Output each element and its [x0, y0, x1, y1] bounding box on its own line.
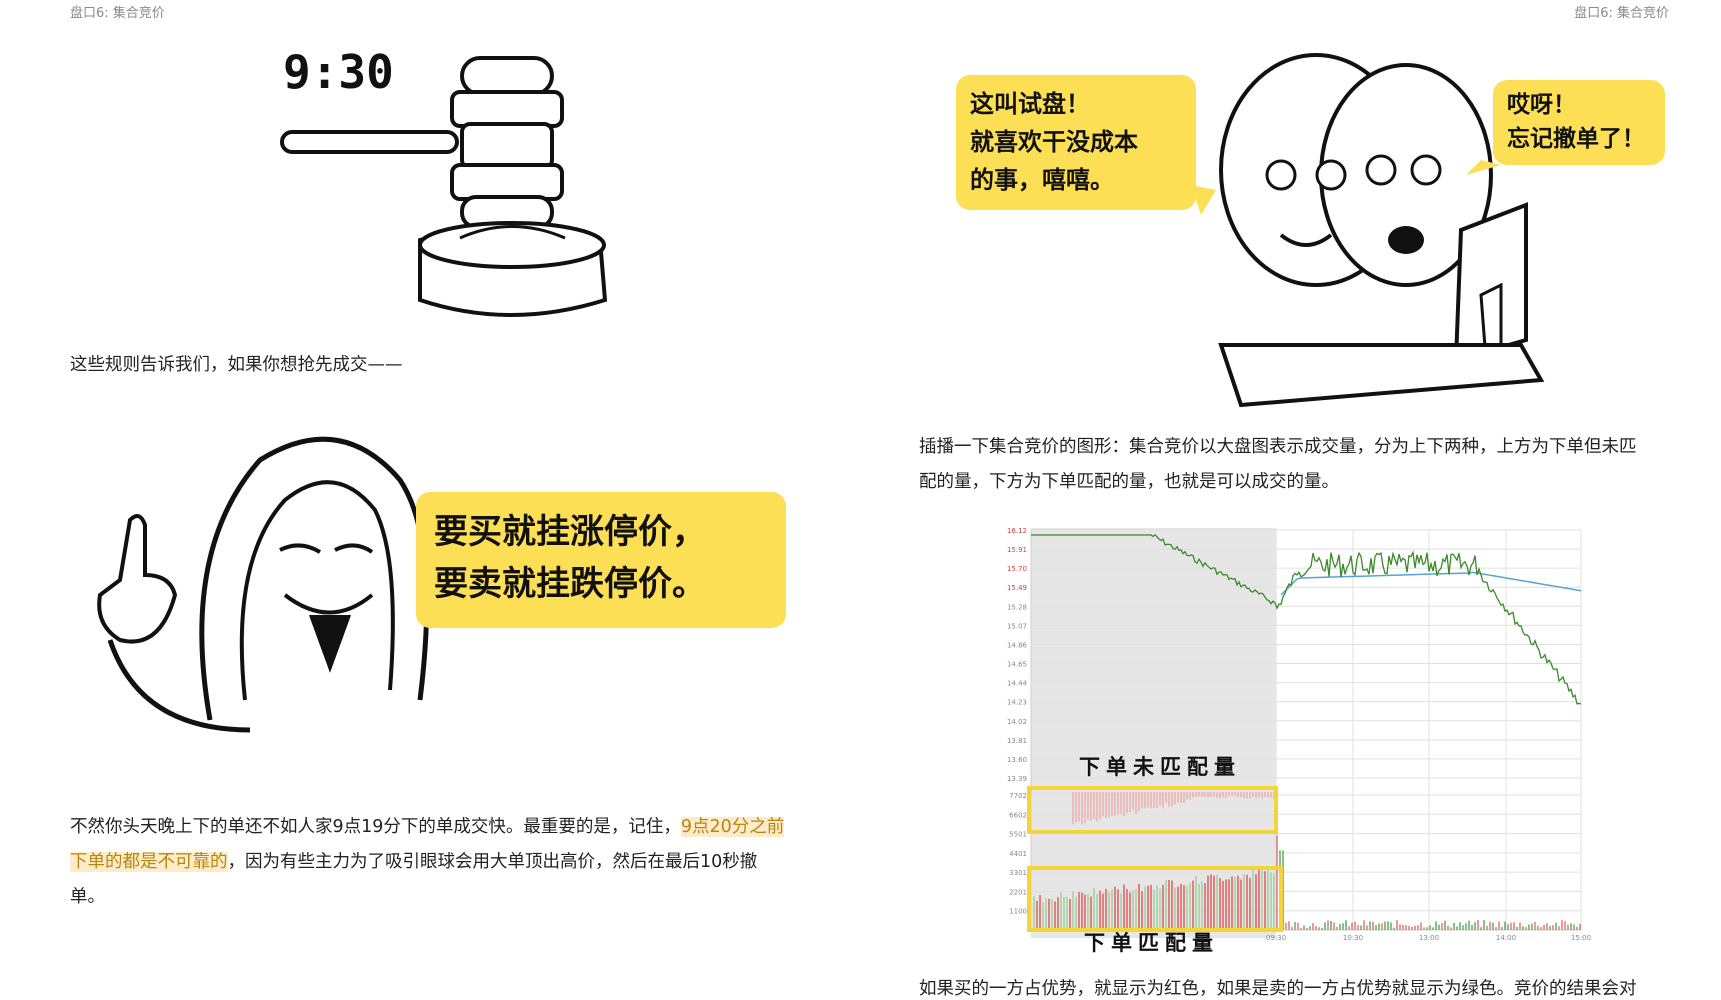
price-tick-label: 15.49	[1007, 584, 1027, 592]
volume-tick-label: 7702	[1009, 792, 1027, 800]
hacker-speech-bubble: 要买就挂涨停价， 要卖就挂跌停价。	[416, 492, 786, 628]
price-tick-label: 14.02	[1007, 718, 1027, 726]
price-tick-label: 16.12	[1007, 527, 1027, 535]
warning-text-3: 单。	[70, 887, 105, 907]
matched-volume-box	[1027, 866, 1283, 932]
paragraph-rules: 这些规则告诉我们，如果你想抢先成交——	[70, 355, 403, 375]
time-tick-label: 15:00	[1571, 934, 1591, 942]
price-line	[1031, 534, 1582, 705]
gavel-illustration: 9:30	[280, 45, 608, 317]
hacker-illustration	[97, 436, 430, 733]
price-tick-label: 13.39	[1007, 775, 1027, 783]
volume-tick-label: 3301	[1009, 869, 1027, 877]
warning-highlight-1: 9点20分之前	[680, 817, 785, 837]
intro-line1: 插播一下集合竞价的图形：集合竞价以大盘图表示成交量，分为上下两种，上方为下单但未…	[919, 437, 1637, 457]
speech-bubble-test-order: 这叫试盘！ 就喜欢干没成本 的事，嘻嘻。	[956, 75, 1196, 210]
unmatched-volume-label: 下单未匹配量	[1079, 755, 1241, 779]
bubble-test-line3: 的事，嘻嘻。	[970, 166, 1114, 194]
auction-chart: 16.12 15.91 15.70 15.49 15.28 15.07 14.86 14.65…	[1007, 527, 1591, 942]
volume-tick-label: 6602	[1009, 811, 1027, 819]
intro-line2: 配的量，下方为下单匹配的量，也就是可以成交的量。	[919, 472, 1339, 492]
price-tick-label: 14.23	[1007, 699, 1027, 707]
right-page: 盘口6: 集合竞价 这叫试盘！ 就喜欢干没成本 的事，嘻嘻。 哎呀！ 忘记撤单了…	[861, 0, 1721, 1000]
matched-volume-label: 下单匹配量	[1084, 931, 1219, 955]
price-tick-label: 13.60	[1007, 756, 1027, 764]
price-tick-label: 13.81	[1007, 737, 1027, 745]
hacker-bubble-line1: 要买就挂涨停价，	[434, 512, 706, 552]
price-tick-label: 15.07	[1007, 622, 1027, 630]
price-tick-label: 15.91	[1007, 546, 1027, 554]
volume-tick-label: 2201	[1009, 888, 1027, 896]
page-header-right: 盘口6: 集合竞价	[1574, 6, 1669, 21]
hacker-bubble-line2: 要卖就挂跌停价。	[434, 564, 706, 604]
left-page: 盘口6: 集合竞价 9:30 这些规则告诉我们，如果你想抢先成交—— 要买就挂涨…	[0, 0, 860, 1000]
bubble-test-line2: 就喜欢干没成本	[970, 128, 1138, 156]
time-tick-label: 10:30	[1343, 934, 1363, 942]
warning-text-1: 不然你头天晚上下的单还不如人家9点19分下的单成交快。最重要的是，记住，	[70, 817, 681, 837]
average-price-line	[1280, 571, 1582, 596]
volume-tick-label: 5501	[1009, 831, 1027, 839]
paragraph-color-explanation: 如果买的一方占优势，就显示为红色，如果是卖的一方占优势就显示为绿色。竞价的结果会…	[919, 979, 1637, 999]
volume-tick-label: 1100	[1009, 908, 1027, 916]
paragraph-auction-chart-intro: 插播一下集合竞价的图形：集合竞价以大盘图表示成交量，分为上下两种，上方为下单但未…	[919, 430, 1689, 500]
price-tick-label: 14.65	[1007, 661, 1027, 669]
price-tick-label: 14.86	[1007, 641, 1028, 649]
auction-period-background	[1031, 528, 1276, 938]
unmatched-volume-box	[1027, 786, 1278, 834]
price-tick-label: 14.44	[1007, 680, 1028, 688]
time-tick-label: 13:00	[1419, 934, 1439, 942]
gavel-time-text: 9:30	[283, 45, 394, 99]
volume-tick-label: 4401	[1009, 850, 1027, 858]
price-tick-label: 15.28	[1007, 603, 1027, 611]
time-tick-label: 09:30	[1266, 934, 1286, 942]
warning-text-2: ，因为有些主力为了吸引眼球会用大单顶出高价，然后在最后10秒撤	[227, 852, 758, 872]
old-men-computer-illustration	[1191, 53, 1545, 408]
price-tick-label: 15.70	[1007, 565, 1027, 573]
warning-highlight-2: 下单的都是不可靠的	[70, 852, 228, 872]
paragraph-warning: 不然你头天晚上下的单还不如人家9点19分下的单成交快。最重要的是，记住，9点20…	[70, 810, 830, 915]
page-header-left: 盘口6: 集合竞价	[70, 6, 165, 21]
speech-bubble-forgot-cancel: 哎呀！ 忘记撤单了！	[1493, 80, 1665, 165]
time-tick-label: 14:00	[1496, 934, 1516, 942]
bubble-test-line1: 这叫试盘！	[970, 90, 1090, 118]
bubble-forgot-line2: 忘记撤单了！	[1507, 126, 1645, 152]
bubble-forgot-line1: 哎呀！	[1507, 92, 1576, 118]
